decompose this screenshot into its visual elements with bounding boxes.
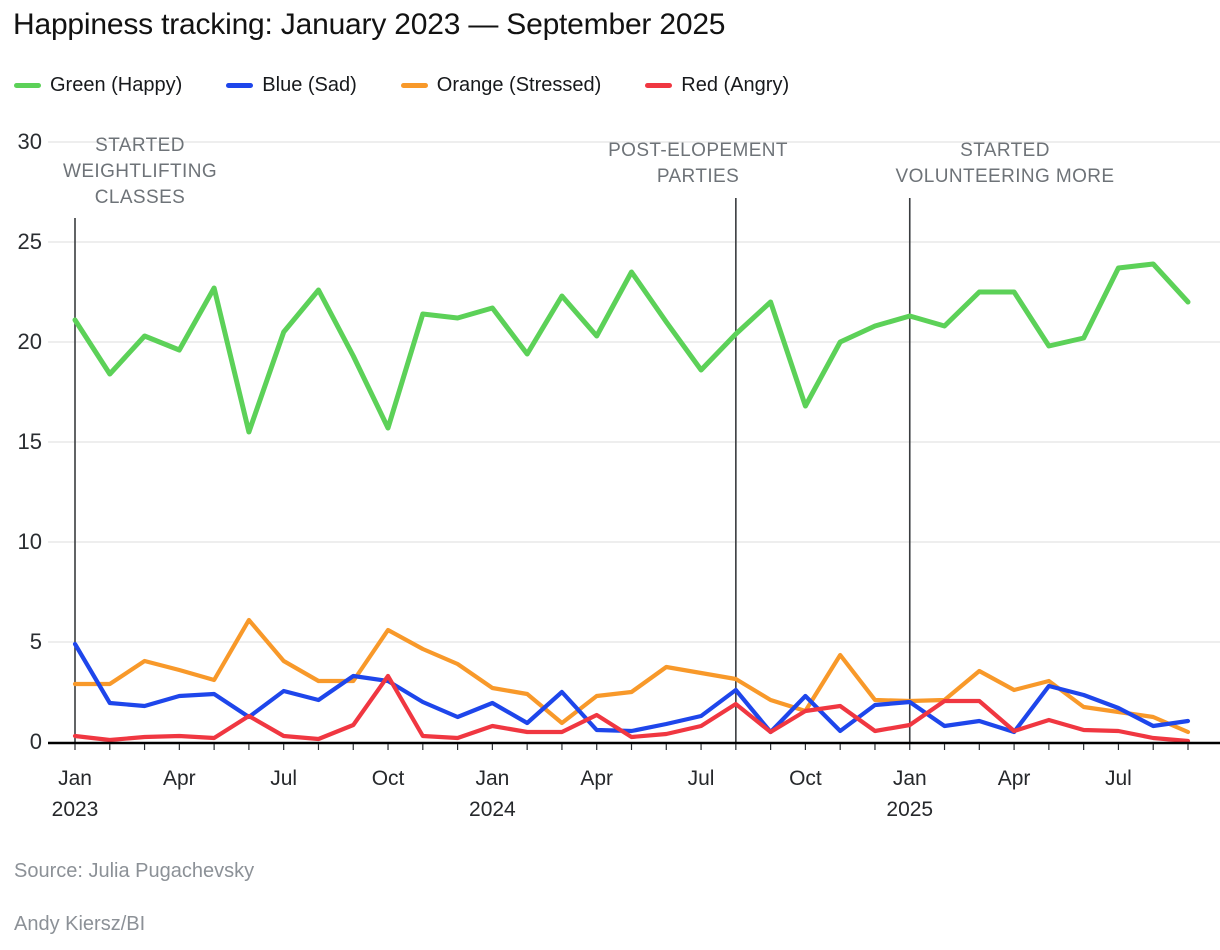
x-axis-tick-label: Jul [270,767,298,790]
x-axis-tick-label: Apr [163,767,196,790]
annotation-volunteering: STARTED VOLUNTEERING MORE [880,138,1130,190]
x-axis-tick-label: Jan 2024 [457,763,527,825]
annotation-line: WEIGHTLIFTING [62,161,218,182]
legend-item: Blue (Sad) [226,74,357,97]
y-axis-tick-label: 5 [29,629,42,654]
y-axis-tick-label: 0 [29,729,42,754]
legend-swatch-icon [400,83,428,88]
x-axis-tick-label: Jul [1105,767,1132,790]
legend-label: Red (Angry) [681,74,790,96]
chart-title: Happiness tracking: January 2023 — Septe… [13,8,726,41]
annotation-line: VOLUNTEERING MORE [895,166,1115,187]
annotation-line: POST-ELOPEMENT [608,140,788,161]
x-axis-tick-label: Jan 2023 [40,763,110,825]
annotation-elopement: POST-ELOPEMENT PARTIES [588,138,808,190]
y-axis-tick-label: 25 [17,229,42,254]
legend-swatch-icon [226,83,254,88]
legend-label: Blue (Sad) [262,74,357,96]
x-axis-tick-label: Jul [687,767,715,790]
legend-item: Green (Happy) [14,74,182,97]
series-line-blue-sad [72,641,1191,735]
legend: Green (Happy) Blue (Sad) Orange (Stressed)… [14,74,789,97]
x-axis-year-label: 2024 [469,798,516,821]
legend-item: Orange (Stressed) [400,74,602,97]
annotation-line: STARTED [960,140,1050,161]
annotation-line: CLASSES [94,187,186,208]
x-axis-year-label: 2025 [886,798,934,821]
source-credit: Source: Julia Pugachevsky [14,860,255,882]
y-axis-tick-label: 10 [17,529,42,554]
x-axis-tick-label: Oct [789,767,822,790]
series-line-orange-stressed [72,617,1191,735]
annotation-line: PARTIES [656,166,740,187]
x-axis-tick-label: Apr [580,767,614,790]
annotation-weightlifting: STARTED WEIGHTLIFTING CLASSES [40,133,240,211]
annotation-line: STARTED [95,135,185,156]
series-line-green-happy [72,261,1191,435]
y-axis-tick-label: 20 [17,329,42,354]
legend-label: Green (Happy) [50,74,183,96]
y-axis-tick-label: 15 [17,429,42,454]
legend-item: Red (Angry) [645,74,789,97]
legend-label: Orange (Stressed) [436,74,602,96]
series-line-red-angry [72,673,1191,744]
author-credit: Andy Kiersz/BI [14,913,146,935]
x-axis-tick-label: Apr [997,767,1031,790]
x-axis-year-label: 2023 [51,798,99,821]
legend-swatch-icon [645,83,673,88]
x-axis-tick-label: Oct [371,767,405,790]
x-axis-tick-label: Jan 2025 [875,763,945,825]
y-axis-tick-label: 30 [17,129,42,154]
legend-swatch-icon [14,83,41,88]
